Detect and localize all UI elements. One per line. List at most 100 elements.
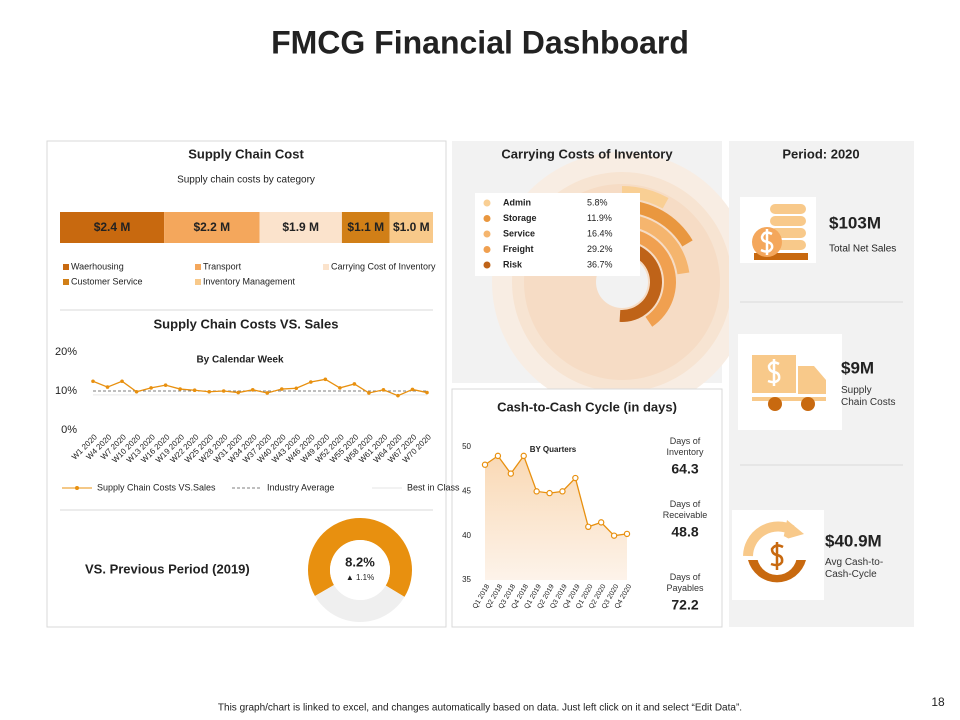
value-label: 36.7% [587, 259, 613, 269]
point [425, 390, 429, 395]
point [507, 470, 515, 477]
point [410, 387, 415, 392]
point [163, 383, 168, 387]
point [520, 452, 527, 460]
icon-shape [770, 542, 784, 570]
point [236, 390, 241, 395]
pie-slice [308, 518, 412, 597]
point [623, 530, 631, 538]
bar-segment [164, 212, 260, 243]
value-label: $1.1 M [347, 220, 384, 234]
point [481, 461, 489, 468]
bar-segment [259, 212, 342, 243]
series-line [92, 378, 428, 397]
value-label: 16.4% [587, 228, 613, 238]
legend-label: Carrying Cost of Inventory [331, 261, 436, 271]
legend-label: Risk [503, 259, 523, 269]
value-label: 29.2% [587, 244, 613, 254]
point [597, 519, 605, 526]
point [494, 452, 502, 460]
y-tick-label: 50 [462, 442, 471, 451]
point [250, 388, 255, 392]
value-label: $1.9 M [282, 220, 319, 234]
point [338, 386, 342, 390]
period-title: Period: 2020 [782, 146, 859, 161]
point [396, 393, 400, 398]
point [323, 377, 328, 382]
chart-subtitle: Supply chain costs by category [177, 175, 315, 186]
radial-bar [622, 186, 669, 209]
stat-value: 72.2 [671, 597, 698, 613]
bar-segment [60, 212, 165, 243]
truck-icon [738, 334, 842, 430]
icon-shape [783, 520, 804, 540]
legend-label: Waerhousing [71, 261, 124, 271]
legend-swatch [75, 486, 79, 490]
cycle-icon [732, 510, 824, 600]
stat-value: 48.8 [671, 524, 698, 540]
bar-segment [341, 212, 390, 243]
legend-label: Best in Class [407, 482, 460, 492]
chart-title: Supply Chain Cost [188, 146, 304, 161]
icon-shape [767, 359, 781, 386]
radial-bar [619, 242, 663, 322]
radial-bar [622, 228, 676, 327]
point [120, 379, 124, 384]
legend-swatch [63, 279, 69, 285]
icon-shape [768, 397, 782, 411]
point [279, 387, 284, 391]
legend-label: Transport [203, 261, 242, 271]
legend-label: Admin [503, 197, 531, 207]
sales-icon [740, 197, 816, 263]
value-label: $2.4 M [94, 220, 131, 234]
point [309, 380, 313, 384]
change-label: ▲ 1.1% [346, 573, 374, 582]
point [533, 488, 540, 495]
y-tick-label: 45 [462, 486, 471, 495]
legend-box [475, 193, 640, 276]
icon-shape [754, 253, 808, 260]
stat-label: Days of Receivable [662, 499, 708, 520]
legend-label: Industry Average [267, 482, 334, 492]
kpi-value: $103M [829, 213, 881, 232]
icon-shape [770, 204, 806, 214]
point [559, 488, 566, 495]
donut-hole [330, 540, 390, 600]
point [546, 489, 553, 497]
y-tick-label: 40 [462, 531, 471, 540]
bar-segment [389, 212, 433, 243]
center-label: 8.2% [345, 554, 375, 569]
legend-swatch [63, 264, 69, 270]
page-title: FMCG Financial Dashboard [271, 24, 689, 60]
kpi-value: $40.9M [825, 531, 882, 550]
point [367, 391, 371, 395]
icon-shape [760, 229, 774, 255]
y-tick-label: 20% [55, 346, 77, 358]
legend-swatch [323, 264, 329, 270]
icon-shape [798, 366, 826, 394]
legend-label: Customer Service [71, 276, 143, 286]
point [572, 474, 579, 482]
point [352, 382, 357, 386]
value-label: $2.2 M [193, 220, 230, 234]
point [294, 386, 299, 391]
legend-label: Service [503, 228, 535, 238]
stat-label: Days of Inventory [666, 436, 704, 457]
y-tick-label: 10% [55, 385, 77, 397]
pie-slice [314, 585, 405, 622]
footer-note: This graph/chart is linked to excel, and… [218, 703, 742, 714]
kpi-label: Supply Chain Costs [841, 385, 896, 408]
legend-label: Storage [503, 213, 537, 223]
chart-subtitle: BY Quarters [530, 445, 577, 454]
y-tick-label: 35 [462, 575, 471, 584]
value-label: 5.8% [587, 197, 608, 207]
kpi-label: Total Net Sales [829, 244, 896, 255]
kpi-label: Avg Cash-to-Cash-Cycle [825, 557, 884, 580]
value-label: $1.0 M [393, 220, 430, 234]
value-label: 11.9% [587, 213, 612, 223]
legend-label: Freight [503, 244, 534, 254]
kpi-value: $9M [841, 358, 874, 377]
y-tick-label: 0% [61, 424, 77, 436]
